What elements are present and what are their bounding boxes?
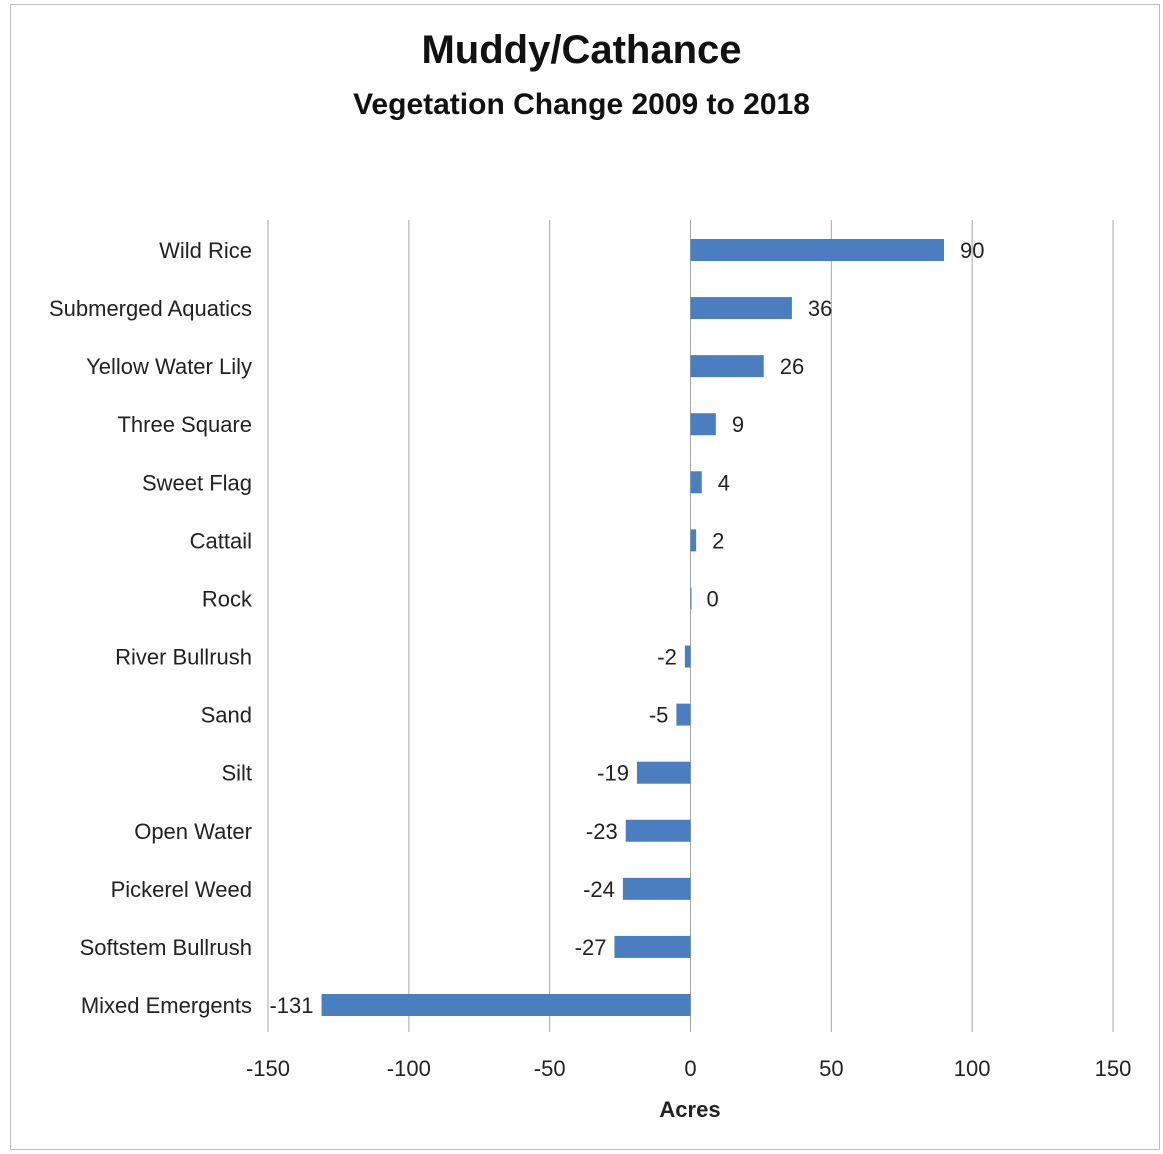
x-tick-label: 0 (684, 1056, 696, 1081)
category-label: Yellow Water Lily (86, 354, 252, 379)
category-label: Sand (201, 703, 252, 728)
x-tick-label: -50 (534, 1056, 566, 1081)
category-label: Pickerel Weed (111, 877, 252, 902)
bar (690, 239, 944, 261)
x-axis-label: Acres (659, 1097, 720, 1122)
data-label: -24 (583, 877, 615, 902)
data-label: -131 (269, 993, 313, 1018)
data-label: 9 (732, 412, 744, 437)
data-labels: 90 36 26 9 4 2 0 -2 -5 -19 -23 -24 -27 -131 (269, 238, 984, 1018)
data-label: 90 (960, 238, 984, 263)
bar (636, 761, 691, 784)
bar (684, 645, 691, 668)
bar (690, 355, 764, 378)
x-tick-label: -100 (387, 1056, 431, 1081)
data-label: 4 (718, 470, 730, 495)
chart-frame (10, 4, 1160, 1150)
bar (321, 994, 691, 1016)
category-label: Sweet Flag (142, 470, 252, 495)
category-label: Cattail (190, 528, 252, 553)
data-label: -2 (657, 645, 677, 670)
bar (690, 413, 716, 436)
x-tick-labels: -150 -100 -50 0 50 100 150 (246, 1056, 1131, 1081)
bars (321, 239, 944, 1016)
data-label: 0 (707, 586, 719, 611)
data-label: 26 (780, 354, 804, 379)
x-tick-label: 100 (954, 1056, 991, 1081)
x-tick-label: -150 (246, 1056, 290, 1081)
bar (690, 297, 792, 320)
bar (622, 877, 691, 900)
data-label: 2 (712, 528, 724, 553)
bar (625, 819, 691, 842)
category-label: Silt (221, 761, 252, 786)
category-label: Rock (202, 586, 253, 611)
category-label: Mixed Emergents (81, 993, 252, 1018)
data-label: 36 (808, 296, 832, 321)
data-label: -23 (586, 819, 618, 844)
chart-subtitle: Vegetation Change 2009 to 2018 (353, 88, 810, 121)
bar (690, 529, 697, 552)
bar (690, 471, 702, 494)
bar (614, 935, 691, 958)
category-label: Submerged Aquatics (49, 296, 252, 321)
category-labels: Wild Rice Submerged Aquatics Yellow Water … (49, 238, 253, 1018)
category-label: River Bullrush (115, 645, 252, 670)
category-label: Softstem Bullrush (80, 935, 252, 960)
data-label: -5 (649, 703, 669, 728)
gridlines (267, 220, 1114, 1032)
x-tick-label: 150 (1095, 1056, 1132, 1081)
category-label: Three Square (117, 412, 252, 437)
category-label: Wild Rice (159, 238, 252, 263)
chart-title: Muddy/Cathance (421, 28, 742, 72)
category-label: Open Water (134, 819, 252, 844)
bar (690, 587, 692, 610)
bar (676, 703, 691, 726)
data-label: -19 (597, 761, 629, 786)
data-label: -27 (575, 935, 607, 960)
x-tick-label: 50 (819, 1056, 843, 1081)
